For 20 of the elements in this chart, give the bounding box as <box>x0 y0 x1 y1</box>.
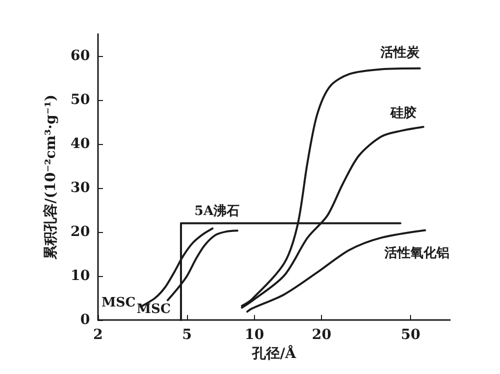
series-label: 硅胶 <box>389 104 416 121</box>
x-tick-label: 10 <box>244 327 264 343</box>
series-label: MSC <box>136 302 171 318</box>
x-axis-title: 孔径/Å <box>251 344 298 362</box>
y-tick-label: 0 <box>80 312 90 328</box>
y-tick-label: 40 <box>70 136 90 152</box>
y-tick-label: 30 <box>70 180 90 196</box>
series-label: 活性炭 <box>379 45 420 60</box>
y-axis-title: 累积孔容/(10⁻²cm³·g⁻¹) <box>42 94 59 261</box>
series-label: MSC <box>101 295 136 310</box>
y-tick-label: 20 <box>70 224 90 240</box>
x-tick-label: 2 <box>93 327 103 343</box>
x-tick-label: 20 <box>312 327 332 343</box>
y-tick-label: 10 <box>70 268 90 284</box>
x-tick-label: 5 <box>182 327 192 343</box>
y-tick-label: 60 <box>70 48 90 64</box>
series-label: 活性氧化铝 <box>384 246 450 262</box>
series-label: 5A沸石 <box>194 204 240 220</box>
y-tick-label: 50 <box>70 92 90 108</box>
x-tick-label: 50 <box>400 327 421 343</box>
